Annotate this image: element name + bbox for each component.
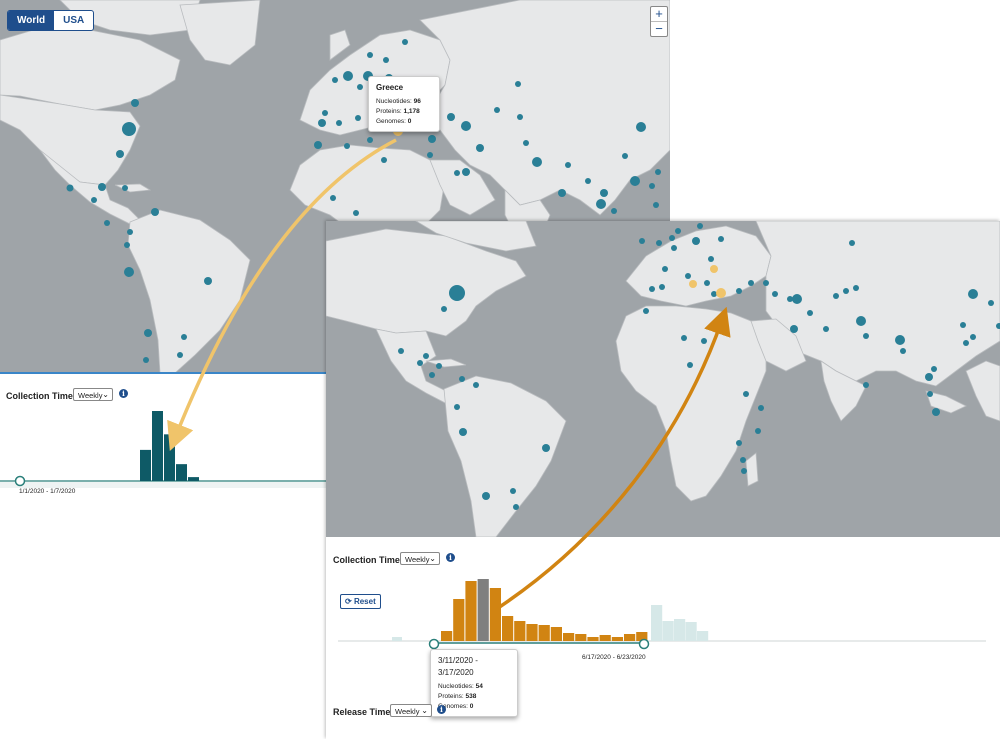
collection-interval-select[interactable]: Weekly ⌄ [400, 552, 440, 565]
collection-histogram-right[interactable] [326, 561, 1000, 681]
reset-button[interactable]: ⟳ Reset [340, 594, 381, 609]
map-land-right [326, 221, 1000, 537]
zoom-in-button[interactable]: + [655, 6, 663, 21]
histogram-bar [176, 464, 187, 481]
chevron-down-icon: ⌄ [421, 706, 428, 715]
right-panel: Collection Time Weekly ⌄ i ⟳ Reset 6/17/2… [326, 221, 1000, 739]
histogram-bar [514, 621, 526, 641]
world-tab[interactable]: World [8, 11, 55, 30]
reset-label: Reset [353, 597, 376, 606]
zoom-control: + − [650, 6, 668, 37]
collection-interval-select[interactable]: Weekly ⌄ [73, 388, 113, 401]
range-handle-start [14, 475, 26, 487]
histogram-tooltip: 3/11/2020 - 3/17/2020 Nucleotides: 54 Pr… [430, 649, 518, 718]
histogram-bar [526, 624, 538, 641]
info-icon[interactable]: i [446, 553, 455, 562]
histogram-bar [502, 616, 514, 641]
map-region-toggle: World USA [7, 10, 95, 31]
histogram-bar [152, 411, 163, 481]
histogram-bar [624, 634, 636, 641]
tooltip-row: Nucleotides: 54 [438, 683, 483, 690]
tooltip-row: Genomes: 0 [438, 702, 474, 710]
chevron-down-icon: ⌄ [429, 554, 436, 563]
range-handle-start [428, 638, 440, 650]
info-icon[interactable]: i [437, 705, 446, 714]
histogram-bar [563, 633, 575, 641]
histogram-bar [477, 579, 489, 641]
histogram-bar [140, 449, 151, 481]
histogram-bar [489, 588, 501, 641]
tooltip-row: Genomes: 0 [376, 117, 412, 125]
histogram-bar [538, 625, 550, 641]
histogram-bar [575, 634, 587, 641]
tooltip-row: Proteins: 1,178 [376, 107, 420, 115]
release-time-label: Release Time [333, 707, 391, 717]
histogram-bar [599, 635, 611, 641]
histogram-bar [587, 637, 599, 641]
histogram-bar [662, 621, 674, 641]
histogram-bar [550, 627, 562, 641]
range-start-label: 1/1/2020 - 1/7/2020 [19, 488, 76, 495]
release-interval-select[interactable]: Weekly ⌄ [390, 704, 432, 717]
world-map-right[interactable] [326, 221, 1000, 537]
histogram-bar [697, 631, 709, 641]
histogram-bar [674, 619, 686, 641]
range-end-label: 6/17/2020 - 6/23/2020 [582, 654, 646, 661]
info-icon[interactable]: i [119, 389, 128, 398]
histogram-bar [392, 637, 402, 641]
collection-time-label: Collection Time [333, 555, 400, 565]
histogram-bar [685, 622, 697, 641]
zoom-out-button[interactable]: − [651, 21, 667, 36]
histogram-bar [453, 599, 465, 641]
refresh-icon: ⟳ [345, 597, 352, 606]
histogram-bar [441, 631, 453, 641]
tooltip-title: Greece [376, 83, 404, 92]
usa-tab[interactable]: USA [63, 15, 85, 26]
histogram-bar [611, 637, 623, 641]
map-tooltip-greece: Greece Nucleotides: 96 Proteins: 1,178 G… [368, 76, 440, 133]
collection-time-label: Collection Time [6, 391, 73, 401]
tooltip-row: Proteins: 538 [438, 692, 477, 700]
tooltip-title: 3/11/2020 - 3/17/2020 [438, 656, 478, 677]
range-handle-end [638, 638, 650, 650]
tooltip-row: Nucleotides: 96 [376, 98, 421, 105]
histogram-bar [636, 632, 648, 641]
histogram-bar [188, 477, 199, 481]
histogram-bar [465, 581, 477, 641]
histogram-bar [164, 434, 175, 481]
chevron-down-icon: ⌄ [102, 390, 109, 399]
histogram-bar [651, 605, 663, 641]
